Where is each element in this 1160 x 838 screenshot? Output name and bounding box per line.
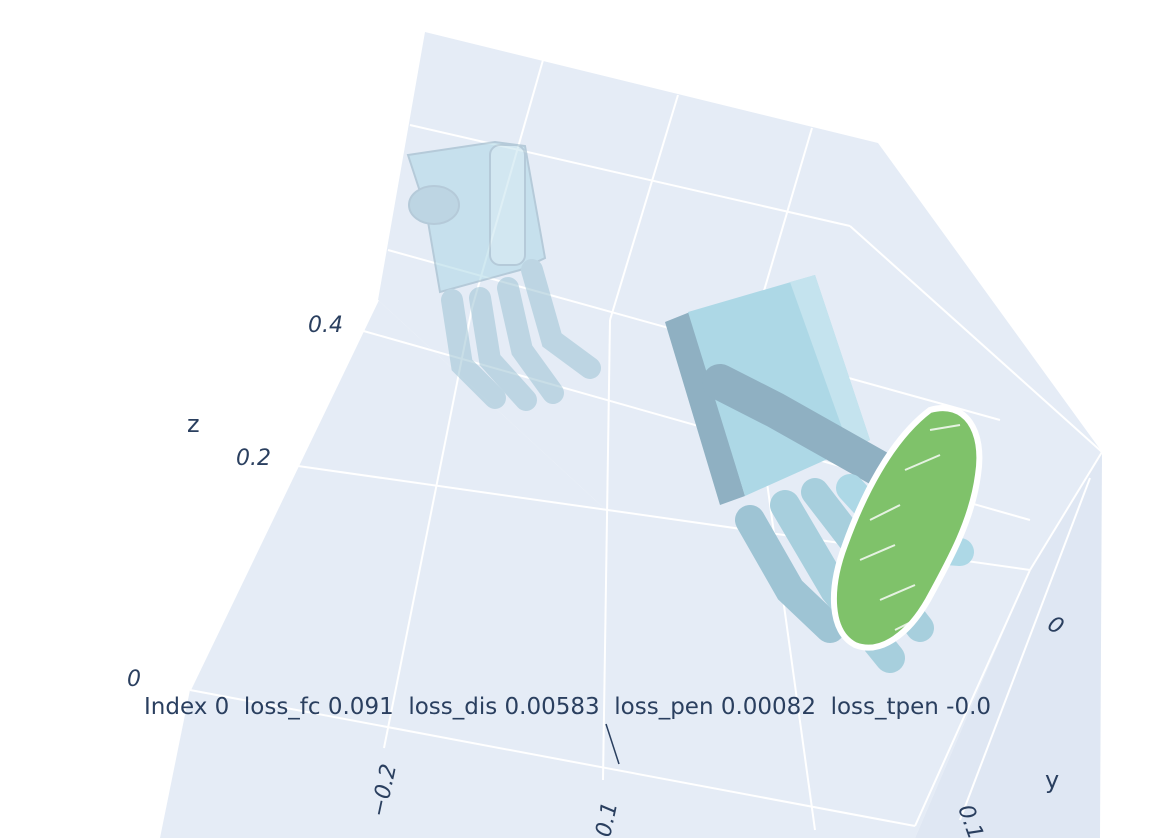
initial-thumb-base <box>409 186 459 224</box>
initial-palm-strip <box>490 145 525 265</box>
y-axis-label: y <box>1045 766 1059 794</box>
chart-title: Index 0 loss_fc 0.091 loss_dis 0.00583 l… <box>144 694 991 720</box>
z-tick-label-2: 0.4 <box>308 313 343 338</box>
z-axis-label: z <box>187 410 200 438</box>
z-tick-label-1: 0.2 <box>236 446 271 471</box>
z-tick-label-0: 0 <box>127 667 141 692</box>
